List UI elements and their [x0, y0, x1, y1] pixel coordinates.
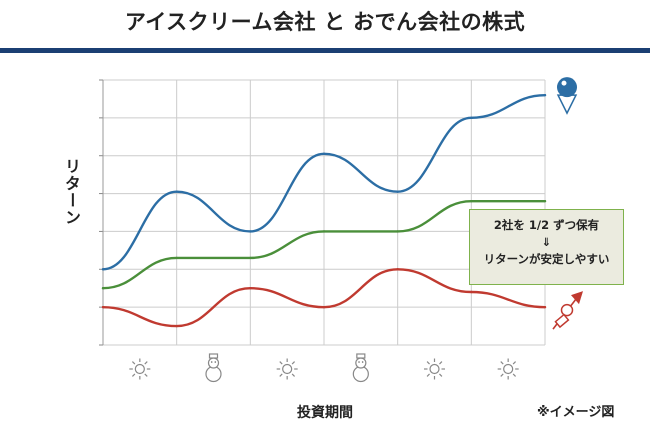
data-point-oden	[249, 287, 252, 290]
callout-arrow: ⇓	[541, 235, 552, 249]
series-line-ice_cream	[101, 93, 547, 271]
snowman-icon	[352, 353, 369, 383]
oden-icon	[552, 291, 583, 330]
sun-icon	[129, 358, 151, 380]
data-point-oden	[470, 290, 473, 294]
sun-icon	[276, 358, 298, 380]
data-point-ice_cream	[543, 93, 547, 97]
snowman-icon	[205, 353, 222, 383]
data-point-oden	[543, 305, 547, 309]
y-axis-label: リターン	[62, 158, 81, 226]
data-point-ice_cream	[101, 268, 105, 271]
data-point-ice_cream	[249, 230, 252, 233]
data-point-oden	[322, 305, 326, 309]
data-point-combined	[101, 287, 105, 290]
callout-line-2: リターンが安定しやすい	[483, 252, 610, 266]
data-point-oden	[396, 268, 399, 271]
data-point-combined	[175, 256, 178, 260]
data-point-combined	[249, 256, 252, 260]
data-point-combined	[543, 199, 547, 203]
x-axis-label: 投資期間	[297, 405, 353, 421]
chart-title: アイスクリーム会社 と おでん会社の株式	[124, 10, 526, 34]
callout-line-1: 2社を 1/2 ずつ保有	[493, 218, 600, 232]
data-point-combined	[470, 199, 473, 203]
ice-cream-icon	[556, 77, 578, 115]
sun-icon	[497, 358, 519, 380]
data-point-ice_cream	[396, 190, 399, 193]
title-underline	[0, 48, 650, 53]
image-note: ※イメージ図	[537, 405, 615, 420]
data-point-oden	[101, 305, 105, 309]
data-point-combined	[322, 230, 326, 233]
sun-icon	[424, 358, 445, 380]
data-point-ice_cream	[470, 116, 473, 120]
data-point-ice_cream	[322, 152, 326, 156]
data-point-combined	[396, 230, 399, 233]
diversification-callout: 2社を 1/2 ずつ保有 ⇓ リターンが安定しやすい	[469, 209, 624, 285]
data-point-oden	[175, 324, 178, 328]
data-point-ice_cream	[175, 190, 178, 193]
